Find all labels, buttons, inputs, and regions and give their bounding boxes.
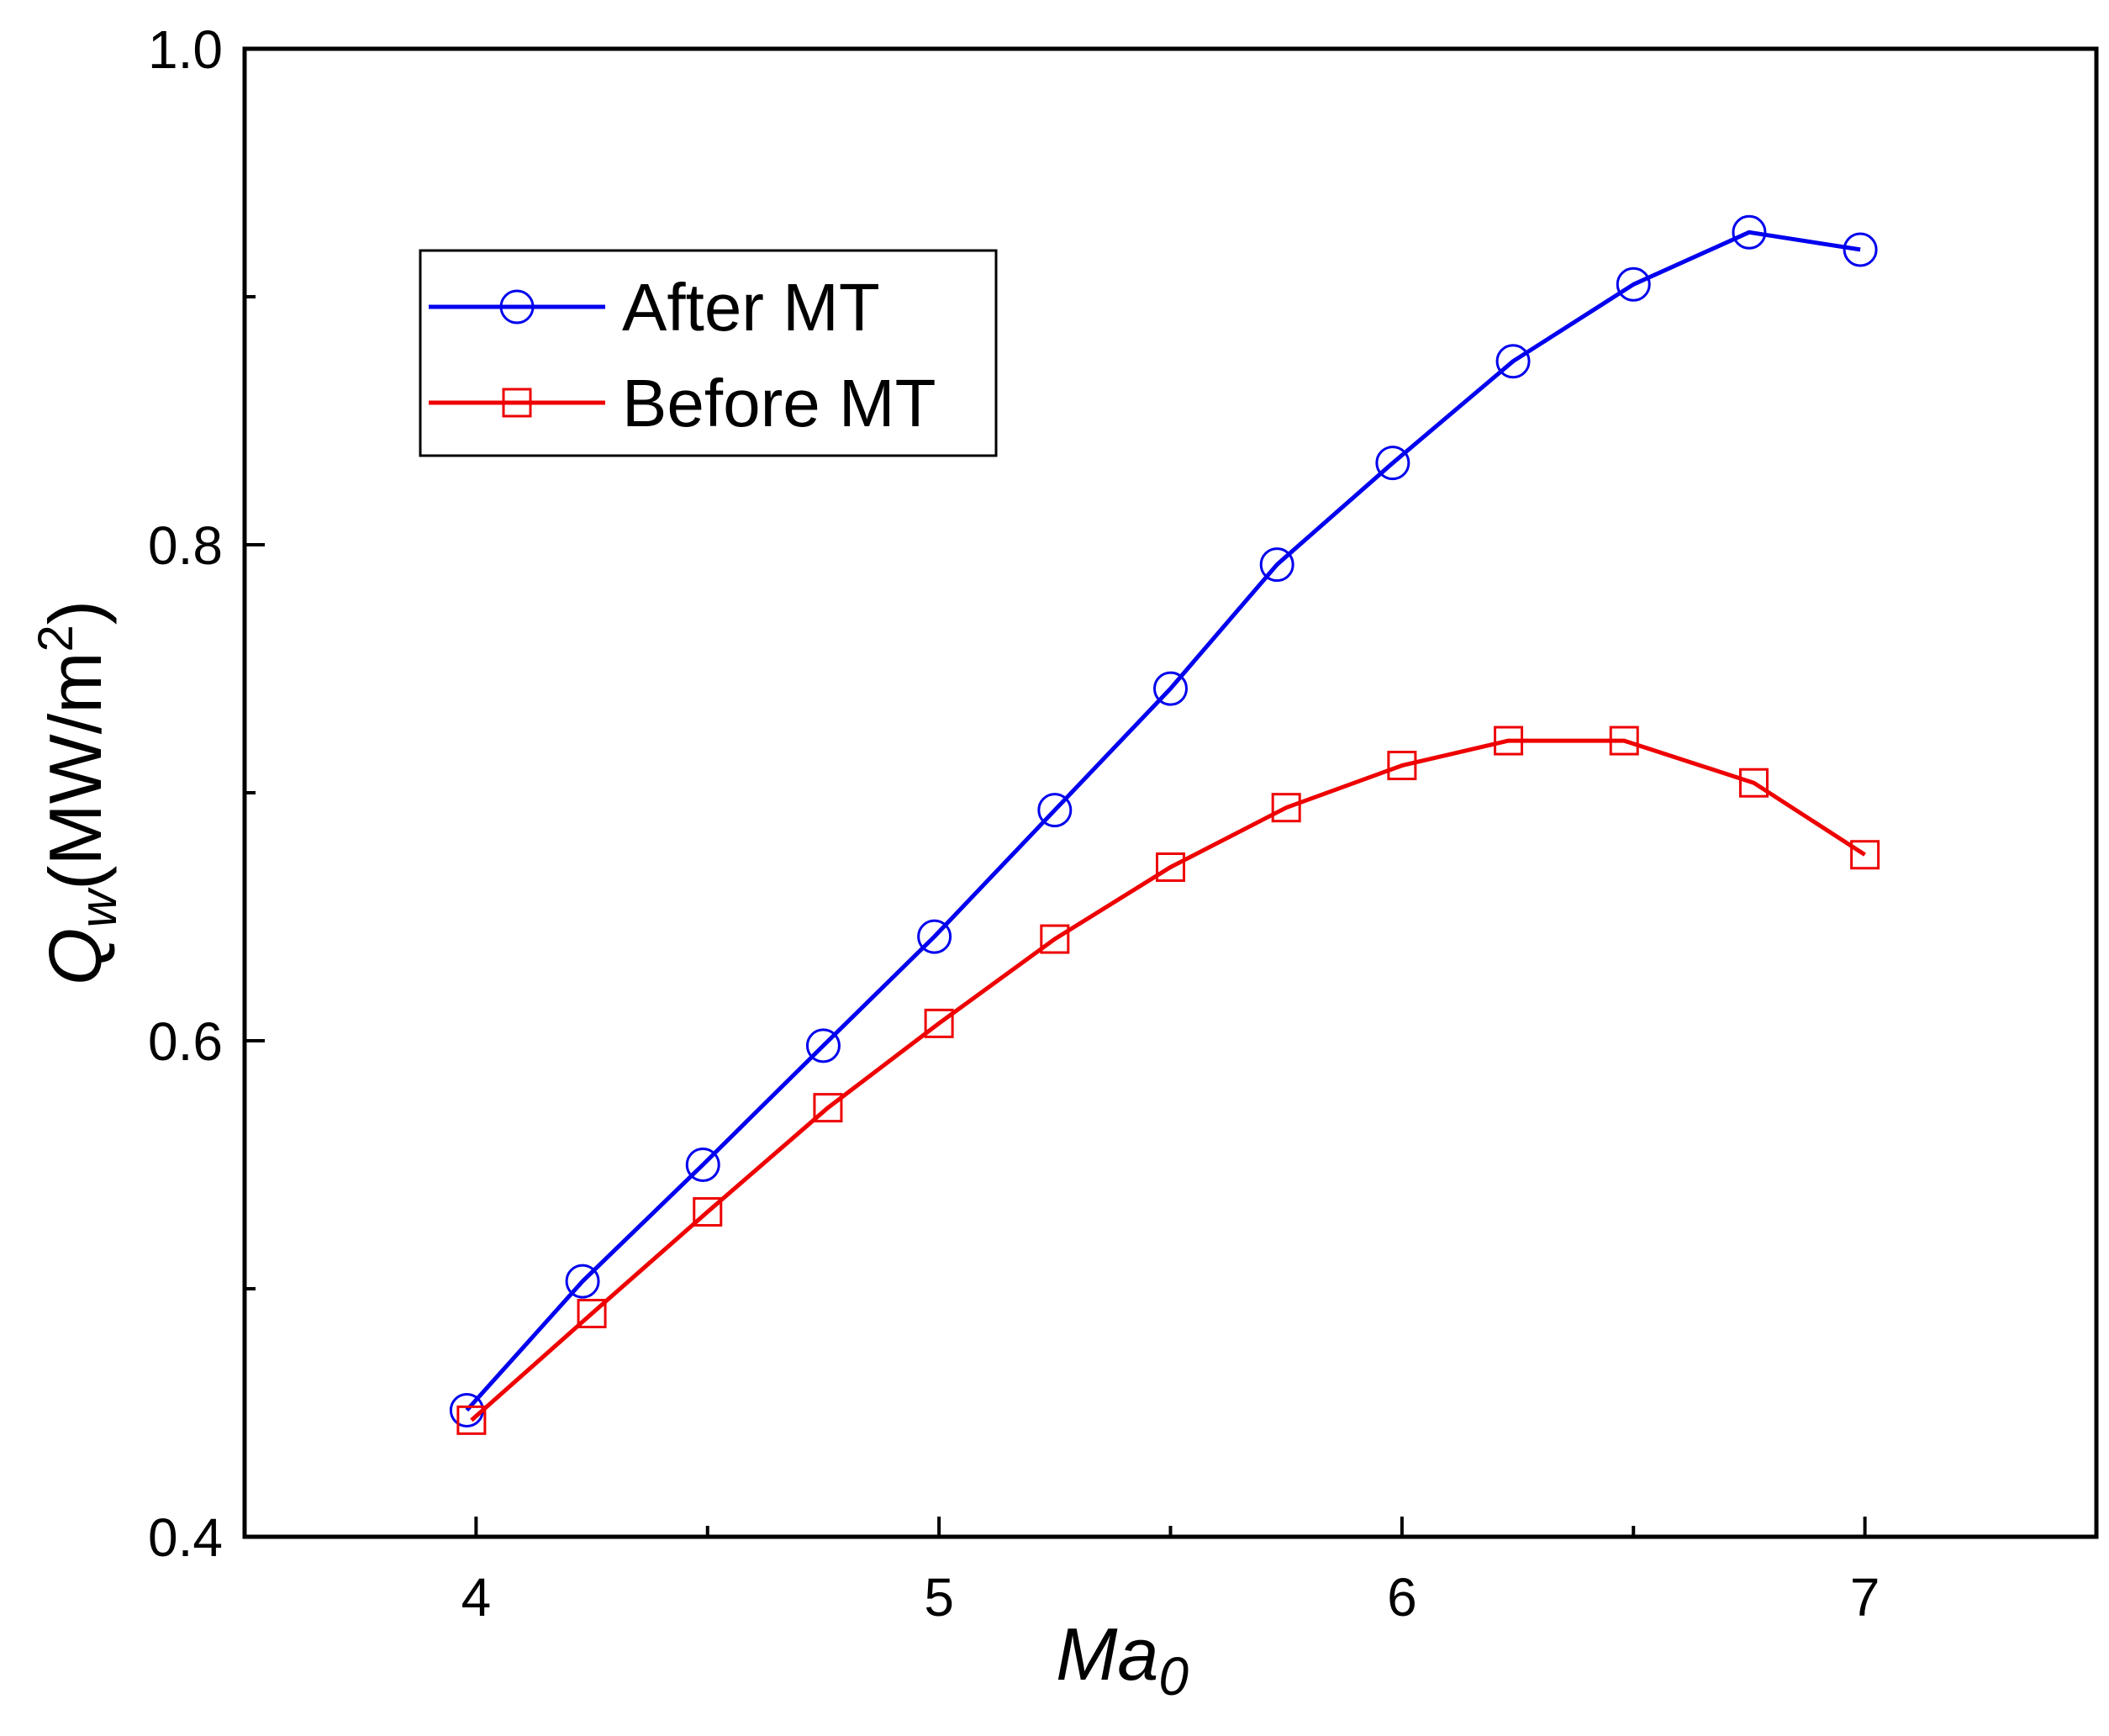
data-point-before-mt-11 — [1738, 768, 1769, 798]
y-axis-title-sub: w — [70, 887, 128, 928]
x-tick-label-5: 5 — [924, 1567, 954, 1628]
legend-label-after-mt: After MT — [622, 270, 880, 345]
legend-box — [419, 249, 998, 457]
y-axis-ticks: 0.4 0.6 0.8 1.0 — [148, 19, 265, 1568]
data-point-before-mt-7 — [1271, 793, 1301, 823]
data-point-before-mt-10 — [1609, 726, 1639, 756]
data-point-before-mt-9 — [1494, 726, 1524, 756]
y-tick-label-1.0: 1.0 — [148, 19, 223, 80]
data-point-after-mt-0 — [449, 1393, 484, 1428]
y-axis-title-units-close: ) — [34, 600, 117, 625]
y-tick-label-0.4: 0.4 — [148, 1507, 223, 1568]
data-point-after-mt-9 — [1495, 344, 1531, 379]
data-point-after-mt-11 — [1732, 214, 1767, 250]
legend-entry-after-mt: After MT — [429, 270, 880, 345]
data-point-after-mt-1 — [565, 1264, 600, 1299]
data-point-before-mt-4 — [924, 1008, 954, 1038]
legend-entry-before-mt: Before MT — [429, 366, 936, 441]
x-axis-title-sub: 0 — [1158, 1646, 1189, 1707]
legend-label-before-mt: Before MT — [622, 366, 936, 441]
y-axis-title-units: (MW/m — [34, 652, 117, 889]
series-line-after-mt — [465, 230, 1861, 1412]
data-point-after-mt-3 — [805, 1028, 841, 1063]
data-point-after-mt-2 — [685, 1148, 720, 1182]
data-point-before-mt-8 — [1387, 751, 1417, 781]
y-axis-title-main: Q — [34, 928, 117, 985]
data-point-after-mt-4 — [917, 919, 952, 954]
series-layer — [449, 214, 1880, 1435]
legend-marker-after-mt — [499, 289, 535, 325]
x-tick-label-6: 6 — [1387, 1567, 1417, 1628]
x-axis-title: Ma0 — [1056, 1612, 1189, 1707]
y-tick-label-0.8: 0.8 — [148, 515, 223, 576]
data-point-after-mt-6 — [1153, 671, 1188, 706]
data-point-after-mt-8 — [1375, 446, 1410, 481]
series-line-before-mt — [470, 738, 1866, 1422]
x-tick-label-4: 4 — [461, 1567, 492, 1628]
legend: After MT Before MT — [419, 249, 998, 457]
data-point-after-mt-7 — [1259, 547, 1294, 583]
data-point-before-mt-5 — [1040, 924, 1070, 954]
data-point-before-mt-1 — [577, 1299, 607, 1328]
data-point-before-mt-12 — [1850, 840, 1880, 870]
data-point-after-mt-5 — [1037, 793, 1073, 828]
data-point-after-mt-12 — [1843, 232, 1878, 267]
data-point-before-mt-2 — [693, 1197, 723, 1227]
data-point-before-mt-3 — [813, 1093, 843, 1123]
legend-marker-before-mt — [502, 388, 532, 418]
x-axis-title-main: Ma — [1056, 1612, 1158, 1696]
data-point-after-mt-10 — [1616, 266, 1651, 302]
x-tick-label-7: 7 — [1850, 1567, 1880, 1628]
data-point-before-mt-0 — [456, 1405, 487, 1435]
x-axis-ticks: 4 5 6 7 — [461, 1517, 1880, 1628]
data-point-before-mt-6 — [1156, 852, 1185, 882]
y-axis-title-units-sup: 2 — [29, 625, 83, 652]
y-axis-title: Qw(MW/m2) — [29, 600, 128, 985]
y-tick-label-0.6: 0.6 — [148, 1011, 223, 1072]
